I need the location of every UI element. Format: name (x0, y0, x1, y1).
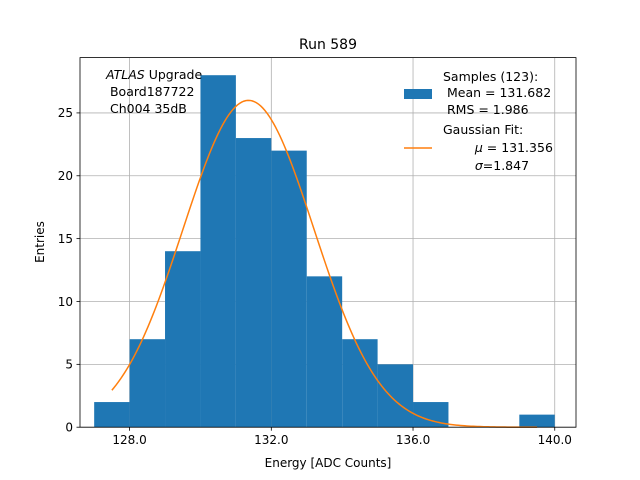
histogram-bar (94, 402, 130, 428)
plot-frame (79, 57, 577, 428)
histogram-bar (377, 364, 414, 428)
y-tick-label: 15 (58, 232, 73, 246)
legend: Samples (123): Mean = 131.682 RMS = 1.98… (404, 69, 573, 173)
y-tick-label: 20 (58, 169, 73, 183)
chart-title: Run 589 (299, 37, 357, 53)
y-tick-label: 25 (58, 106, 73, 120)
atlas-label: ATLAS (105, 67, 145, 82)
x-axis-label: Energy [ADC Counts] (265, 456, 392, 470)
x-tick-label: 140.0 (538, 433, 572, 447)
x-tick-label: 136.0 (396, 433, 430, 447)
histogram-bar (165, 251, 201, 428)
mu-value: = 131.356 (483, 140, 553, 155)
legend-fit-sigma: σ=1.847 (447, 158, 549, 173)
x-tick-label: 128.0 (112, 433, 146, 447)
sigma-value: =1.847 (483, 158, 529, 173)
legend-samples-title: Samples (123): (443, 69, 538, 84)
histogram-bar (235, 138, 272, 428)
histogram-bar (306, 276, 343, 428)
mu-symbol: μ (474, 140, 483, 155)
legend-samples-rms: RMS = 1.986 (443, 102, 529, 117)
y-tick-label: 0 (65, 421, 73, 435)
x-tick-label: 132.0 (254, 433, 288, 447)
y-tick-label: 5 (65, 358, 73, 372)
board-label: Board187722 (106, 84, 194, 99)
histogram-bar (519, 414, 555, 428)
histogram-bar (129, 339, 166, 428)
histogram-bars (94, 75, 555, 428)
legend-samples-mean: Mean = 131.682 (443, 85, 551, 100)
upgrade-label: Upgrade (145, 67, 203, 82)
gaussian-fit-curve (111, 99, 538, 428)
legend-samples-patch (404, 89, 432, 99)
histogram-bar (200, 75, 236, 428)
y-tick-label: 10 (58, 295, 73, 309)
atlas-annotation: ATLAS Upgrade Board187722 Ch004 35dB (105, 67, 202, 116)
y-axis-label: Entries (33, 221, 47, 263)
x-axis-ticks: 128.0 132.0 136.0 140.0 (112, 427, 572, 447)
histogram-bar (271, 150, 307, 428)
svg-text:ATLAS Upgrade: ATLAS Upgrade (105, 67, 202, 82)
histogram-bar (342, 339, 378, 428)
channel-label: Ch004 35dB (106, 101, 187, 116)
y-axis-ticks: 0 5 10 15 20 25 (58, 106, 80, 435)
legend-fit-title: Gaussian Fit: (443, 122, 523, 137)
legend-fit-mu: μ = 131.356 (447, 140, 573, 155)
sigma-symbol: σ (475, 158, 484, 173)
